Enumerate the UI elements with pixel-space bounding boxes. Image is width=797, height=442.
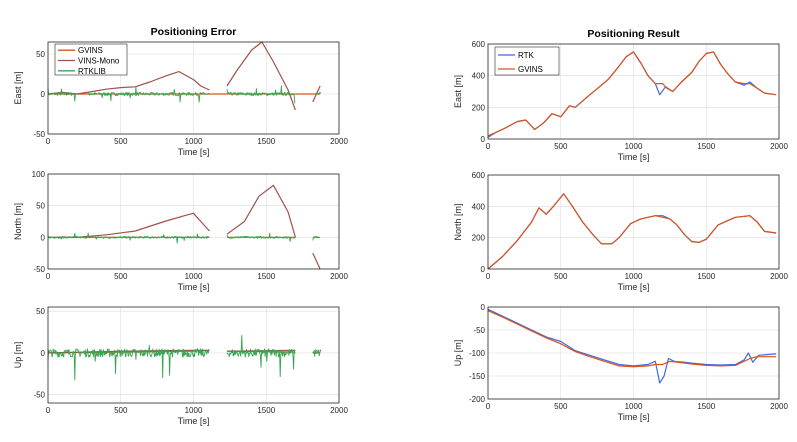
x-tick-label: 0	[46, 406, 51, 415]
x-tick-label: 0	[486, 142, 491, 151]
y-axis-label: Up [m]	[453, 340, 463, 367]
y-tick-label: -50	[473, 326, 485, 335]
x-tick-label: 1500	[257, 272, 275, 281]
series-line-rtk	[487, 193, 777, 270]
x-tick-label: 500	[114, 272, 128, 281]
x-tick-label: 500	[554, 402, 568, 411]
x-axis-label: Time [s]	[178, 147, 210, 157]
y-tick-label: 0	[481, 135, 486, 144]
series-line-rtklib	[47, 335, 322, 381]
axes-frame	[487, 43, 780, 140]
x-tick-label: 1000	[625, 402, 643, 411]
x-tick-label: 2000	[770, 142, 788, 151]
x-tick-label: 500	[114, 406, 128, 415]
chart-title: Positioning Error	[151, 26, 237, 38]
axes-frame	[487, 174, 780, 270]
series-line-vins-mono	[48, 184, 321, 270]
y-tick-label: -200	[469, 395, 486, 404]
y-tick-label: 400	[472, 202, 486, 211]
y-tick-label: 200	[472, 103, 486, 112]
y-tick-label: 50	[36, 307, 45, 316]
x-tick-label: 2000	[770, 402, 788, 411]
legend-entry: VINS-Mono	[78, 57, 120, 66]
chart-north_result: 0 500 1000 1500 2000 0 200 400 600 Time [s] North …	[453, 171, 788, 292]
legend-entry: GVINS	[518, 65, 543, 74]
x-tick-label: 1500	[697, 272, 715, 281]
chart-east_result: 0 500 1000 1500 2000 0 200 400 600 Time [s] East […	[453, 28, 788, 162]
axes-frame	[487, 306, 780, 400]
legend: RTK GVINS	[494, 46, 560, 76]
series-line-gvins	[487, 193, 777, 270]
y-axis-label: East [m]	[13, 71, 23, 104]
y-tick-label: -50	[33, 265, 45, 274]
legend-box	[54, 43, 128, 76]
x-tick-label: 500	[554, 272, 568, 281]
x-tick-label: 1000	[185, 406, 203, 415]
axes-frame	[47, 41, 340, 135]
y-tick-label: 600	[472, 40, 486, 49]
y-axis-label: North [m]	[13, 203, 23, 240]
chart-title: Positioning Result	[587, 28, 680, 40]
x-tick-label: 1500	[697, 402, 715, 411]
y-tick-label: 400	[472, 72, 486, 81]
x-tick-label: 0	[46, 137, 51, 146]
y-tick-label: -100	[469, 349, 486, 358]
x-tick-label: 1000	[625, 272, 643, 281]
x-tick-label: 0	[46, 272, 51, 281]
y-tick-label: -150	[469, 372, 486, 381]
x-axis-label: Time [s]	[618, 412, 650, 422]
y-tick-label: -50	[33, 391, 45, 400]
x-tick-label: 500	[554, 142, 568, 151]
y-tick-label: 0	[481, 265, 486, 274]
x-tick-label: 1500	[697, 142, 715, 151]
x-tick-label: 1500	[257, 137, 275, 146]
y-tick-label: -50	[33, 130, 45, 139]
x-tick-label: 2000	[330, 137, 348, 146]
series-line-rtklib	[47, 85, 322, 104]
y-tick-label: 100	[32, 170, 46, 179]
y-tick-label: 200	[472, 234, 486, 243]
x-tick-label: 0	[486, 272, 491, 281]
chart-up_result: 0 500 1000 1500 2000 -200 -150 -100 -50 0 Time [s]…	[453, 303, 788, 422]
x-tick-label: 1000	[625, 142, 643, 151]
legend-entry: GVINS	[78, 46, 103, 55]
x-axis-label: Time [s]	[618, 282, 650, 292]
y-axis-label: Up [m]	[13, 342, 23, 369]
x-axis-label: Time [s]	[178, 282, 210, 292]
axes-frame	[47, 173, 340, 270]
x-tick-label: 2000	[770, 272, 788, 281]
series-line-gvins	[487, 51, 777, 137]
x-tick-label: 2000	[330, 406, 348, 415]
x-tick-label: 1000	[185, 137, 203, 146]
y-axis-label: East [m]	[453, 75, 463, 108]
y-axis-label: North [m]	[453, 203, 463, 240]
y-tick-label: 0	[481, 303, 486, 312]
x-tick-label: 2000	[330, 272, 348, 281]
series-line-gvins	[487, 310, 777, 368]
y-tick-label: 50	[36, 50, 45, 59]
x-axis-label: Time [s]	[178, 416, 210, 426]
y-tick-label: 0	[41, 349, 46, 358]
x-tick-label: 500	[114, 137, 128, 146]
y-tick-label: 600	[472, 171, 486, 180]
x-tick-label: 1000	[185, 272, 203, 281]
y-tick-label: 50	[36, 202, 45, 211]
series-line-rtk	[487, 308, 777, 384]
x-axis-label: Time [s]	[618, 152, 650, 162]
series-line-rtklib	[47, 232, 320, 244]
y-tick-label: 0	[41, 90, 46, 99]
legend-entry: RTKLIB	[78, 67, 106, 76]
legend-entry: RTK	[518, 51, 535, 60]
axes-frame	[47, 306, 340, 404]
x-tick-label: 0	[486, 402, 491, 411]
legend-box	[494, 46, 560, 76]
x-tick-label: 1500	[257, 406, 275, 415]
y-tick-label: 0	[41, 233, 46, 242]
